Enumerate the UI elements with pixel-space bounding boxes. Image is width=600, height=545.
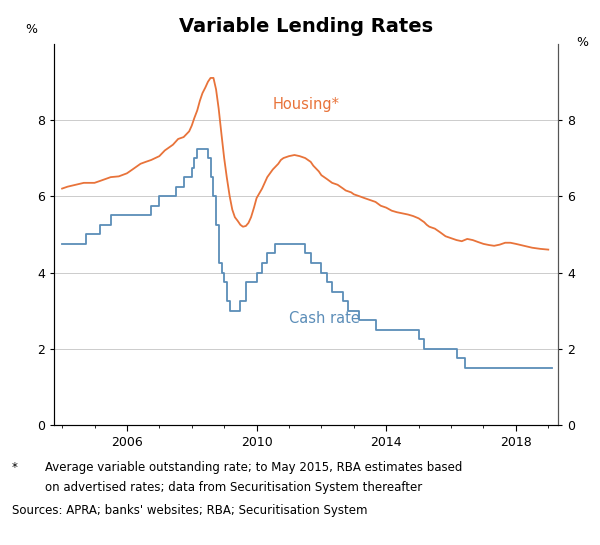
Text: *: * — [12, 461, 18, 474]
Text: Average variable outstanding rate; to May 2015, RBA estimates based: Average variable outstanding rate; to Ma… — [45, 461, 463, 474]
Text: on advertised rates; data from Securitisation System thereafter: on advertised rates; data from Securitis… — [45, 481, 422, 494]
Y-axis label: %: % — [25, 23, 37, 36]
Text: Cash rate: Cash rate — [289, 311, 360, 326]
Text: Sources: APRA; banks' websites; RBA; Securitisation System: Sources: APRA; banks' websites; RBA; Sec… — [12, 504, 367, 517]
Y-axis label: %: % — [576, 36, 588, 49]
Title: Variable Lending Rates: Variable Lending Rates — [179, 17, 433, 37]
Text: Housing*: Housing* — [273, 97, 340, 112]
